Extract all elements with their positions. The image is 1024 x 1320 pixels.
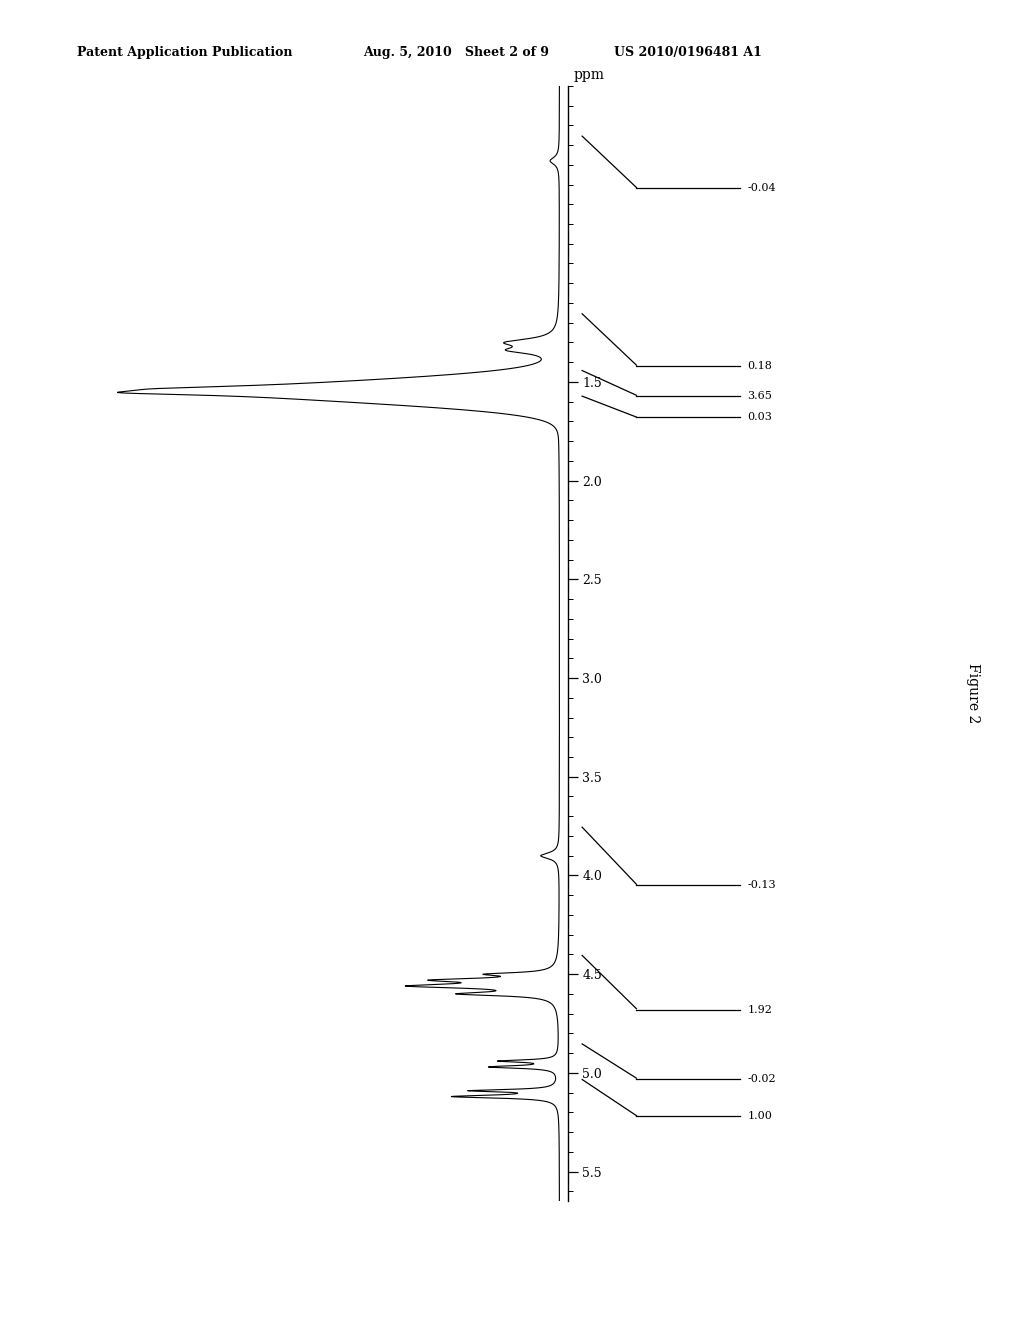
Text: US 2010/0196481 A1: US 2010/0196481 A1 bbox=[614, 46, 762, 59]
Text: -0.13: -0.13 bbox=[748, 880, 776, 890]
Text: -0.02: -0.02 bbox=[748, 1073, 776, 1084]
Text: 1.00: 1.00 bbox=[748, 1111, 772, 1121]
Text: -0.04: -0.04 bbox=[748, 183, 776, 194]
Text: ppm: ppm bbox=[573, 67, 604, 82]
Text: 3.65: 3.65 bbox=[748, 391, 772, 401]
Text: 1.92: 1.92 bbox=[748, 1005, 772, 1015]
Text: Figure 2: Figure 2 bbox=[966, 663, 980, 723]
Text: Aug. 5, 2010   Sheet 2 of 9: Aug. 5, 2010 Sheet 2 of 9 bbox=[364, 46, 550, 59]
Text: 0.18: 0.18 bbox=[748, 362, 772, 371]
Text: 0.03: 0.03 bbox=[748, 412, 772, 422]
Text: Patent Application Publication: Patent Application Publication bbox=[77, 46, 292, 59]
